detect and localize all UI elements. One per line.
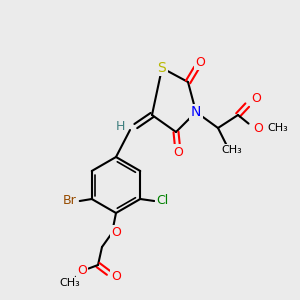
Text: CH₃: CH₃ (268, 123, 288, 133)
Text: N: N (191, 105, 201, 119)
Text: O: O (111, 271, 121, 284)
Text: S: S (158, 61, 166, 75)
Text: CH₃: CH₃ (222, 145, 242, 155)
Text: O: O (251, 92, 261, 104)
Text: O: O (111, 226, 121, 239)
Text: H: H (115, 119, 125, 133)
Text: O: O (253, 122, 263, 134)
Text: CH₃: CH₃ (60, 278, 80, 288)
Text: Cl: Cl (156, 194, 168, 208)
Text: O: O (77, 265, 87, 278)
Text: O: O (173, 146, 183, 158)
Text: O: O (195, 56, 205, 68)
Text: Br: Br (63, 194, 76, 208)
